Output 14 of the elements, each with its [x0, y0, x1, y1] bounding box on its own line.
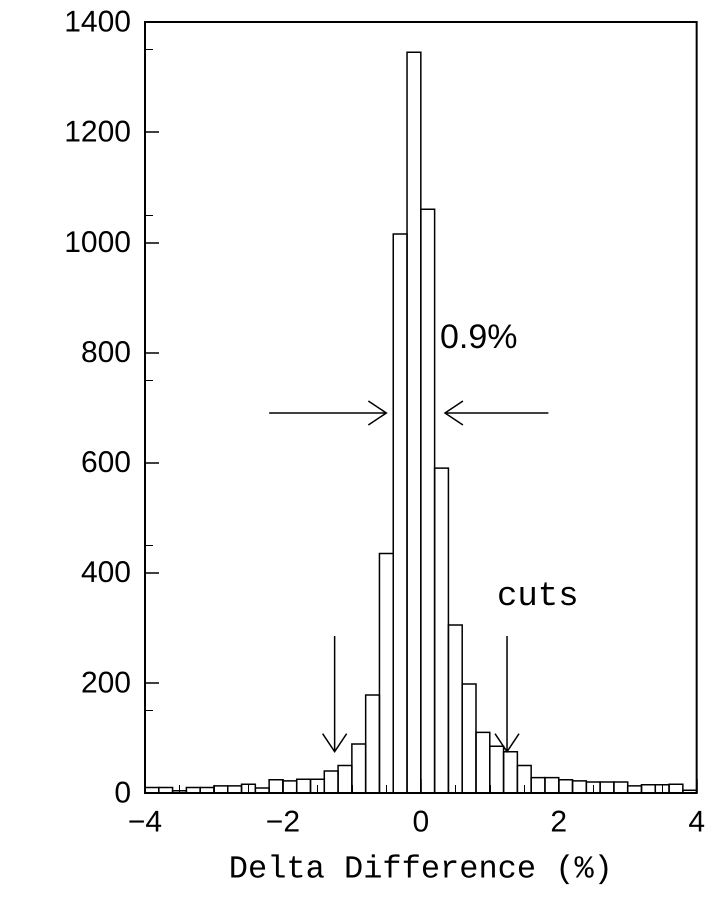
y-tick-label: 800: [80, 336, 131, 369]
annotation: 0.9%: [440, 318, 518, 356]
y-tick-label: 1200: [64, 116, 131, 149]
y-tick-label: 600: [80, 446, 131, 480]
x-axis-title: Delta Difference (%): [228, 850, 613, 888]
x-tick-label: 4: [688, 806, 705, 838]
x-tick-label: 2: [550, 806, 568, 838]
y-tick-label: 200: [80, 666, 131, 700]
y-tick-label: 1400: [64, 6, 131, 38]
x-tick-label: 0: [412, 806, 430, 838]
x-tick-label: −2: [266, 806, 300, 838]
y-tick-label: 1000: [64, 226, 131, 259]
y-tick-label: 400: [80, 556, 131, 590]
annotation: cuts: [497, 578, 579, 616]
